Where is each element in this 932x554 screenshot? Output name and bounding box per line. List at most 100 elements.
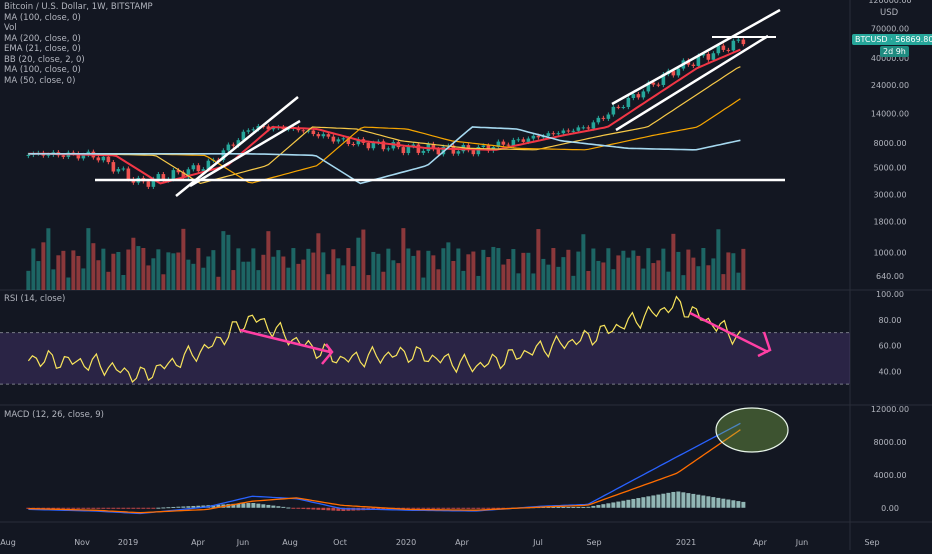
indicator-vol[interactable]: Vol — [4, 23, 17, 33]
volume-bar — [121, 274, 126, 290]
candle-body — [46, 154, 51, 156]
indicator-bb[interactable]: BB (20, close, 2, 0) — [4, 54, 85, 65]
indicator-ma100[interactable]: MA (100, close, 0) — [4, 12, 81, 23]
volume-bar — [421, 277, 426, 290]
macd-histogram-bar — [96, 507, 101, 509]
macd-histogram-bar — [486, 507, 491, 509]
macd-histogram-bar — [586, 506, 591, 508]
macd-histogram-bar — [426, 507, 431, 509]
volume-bar — [191, 263, 196, 290]
candle-body — [151, 178, 156, 187]
candle-body — [501, 141, 506, 145]
indicator-ma100-b[interactable]: MA (100, close, 0) — [4, 65, 81, 75]
volume-bar — [401, 228, 406, 290]
volume-bar — [411, 255, 416, 290]
macd-histogram-bar — [481, 507, 486, 509]
volume-bar — [361, 229, 366, 290]
candle-body — [661, 74, 666, 85]
indicator-ma50[interactable]: MA (50, close, 0) — [4, 75, 76, 86]
channel-line-lower-2021 — [615, 34, 769, 132]
candle-body — [696, 55, 701, 66]
volume-bar — [341, 265, 346, 290]
volume-bar — [426, 250, 431, 290]
time-tick-label: 2019 — [118, 538, 138, 547]
macd-histogram-bar — [131, 507, 136, 509]
time-tick-label: Oct — [333, 538, 347, 547]
indicator-ma200[interactable]: MA (200, close, 0) — [4, 33, 81, 44]
candle-body — [616, 106, 621, 108]
time-tick-label: Jun — [795, 538, 809, 547]
macd-histogram-bar — [631, 498, 636, 508]
countdown-badge: 2d 9h — [880, 46, 909, 57]
volume-bar — [626, 257, 631, 290]
volume-bar — [81, 268, 86, 290]
ema21-line — [28, 48, 741, 185]
rsi-title[interactable]: RSI (14, close) — [4, 294, 66, 304]
volume-bar — [446, 242, 451, 290]
volume-bar — [66, 277, 71, 290]
volume-bar — [376, 253, 381, 290]
header-legend: Bitcoin / U.S. Dollar, 1W, BITSTAMP MA (… — [4, 2, 153, 86]
macd-histogram-bar — [676, 491, 681, 508]
candle-body — [111, 162, 116, 172]
candle-body — [306, 130, 311, 132]
volume-bar — [691, 257, 696, 290]
volume-bar — [306, 248, 311, 290]
macd-histogram-bar — [236, 503, 241, 508]
candle-body — [126, 168, 131, 180]
volume-bar — [391, 260, 396, 290]
volume-bar — [526, 252, 531, 290]
macd-histogram-bar — [106, 507, 111, 509]
macd-histogram-bar — [296, 507, 301, 509]
candle-body — [626, 98, 631, 108]
macd-histogram-bar — [66, 507, 71, 509]
candle-body — [241, 131, 246, 141]
macd-histogram-bar — [166, 507, 171, 509]
price-badge-label: BTCUSD — [855, 35, 888, 44]
volume-bar — [416, 250, 421, 290]
macd-histogram-bar — [176, 506, 181, 508]
candle-body — [546, 133, 551, 137]
candle-body — [81, 154, 86, 159]
macd-tick-label: 4000.00 — [873, 471, 906, 480]
macd-histogram-bar — [496, 507, 501, 509]
macd-histogram-bar — [591, 505, 596, 508]
volume-bar — [216, 276, 221, 290]
candle-body — [366, 142, 371, 149]
macd-title[interactable]: MACD (12, 26, close, 9) — [4, 410, 104, 420]
macd-histogram-bar — [301, 507, 306, 509]
symbol-title[interactable]: Bitcoin / U.S. Dollar, 1W, BITSTAMP — [4, 2, 153, 12]
candle-body — [341, 138, 346, 140]
macd-histogram-bar — [601, 504, 606, 508]
candle-body — [731, 40, 736, 51]
volume-bar — [451, 261, 456, 290]
macd-histogram-bar — [706, 496, 711, 508]
candle-body — [431, 143, 436, 150]
volume-bar — [331, 249, 336, 290]
volume-bar — [676, 251, 681, 290]
macd-histogram-bar — [381, 507, 386, 510]
volume-bar — [91, 243, 96, 290]
candle-body — [146, 181, 151, 187]
macd-histogram-bar — [456, 507, 461, 509]
macd-histogram-bar — [126, 507, 131, 509]
time-tick-label: 2021 — [676, 538, 696, 547]
price-tick-label: 70000.00 — [871, 24, 909, 33]
volume-bar — [106, 271, 111, 290]
macd-histogram-bar — [696, 494, 701, 508]
volume-bar — [231, 270, 236, 290]
volume-bar — [51, 269, 56, 290]
indicator-ema21[interactable]: EMA (21, close, 0) — [4, 44, 81, 54]
volume-bar — [741, 248, 746, 290]
volume-bar — [181, 228, 186, 290]
volume-bar — [296, 263, 301, 290]
volume-bar — [56, 255, 61, 290]
macd-histogram-bar — [281, 506, 286, 508]
volume-bar — [351, 266, 356, 290]
candle-body — [601, 117, 606, 119]
candle-body — [481, 145, 486, 147]
candle-body — [351, 143, 356, 145]
macd-histogram-bar — [26, 507, 31, 509]
macd-tick-label: 12000.00 — [871, 405, 909, 414]
